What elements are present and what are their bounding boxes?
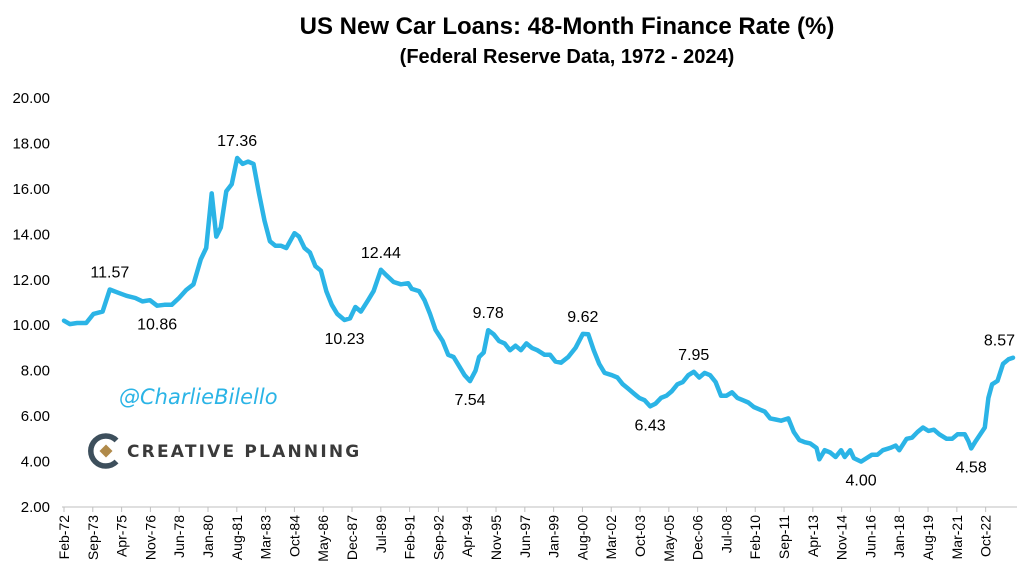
data-labels: 11.57 10.86 17.36 10.23 12.44 7.54 9.78 9.62 6.4… <box>90 133 1015 490</box>
x-tick-label: Feb-91 <box>402 515 418 560</box>
x-tick-label: Jan-80 <box>200 515 216 558</box>
x-tick-label: Nov-95 <box>488 515 504 560</box>
x-tick-label: Sep-73 <box>85 515 101 560</box>
x-tick-label: Feb-10 <box>747 515 763 560</box>
y-axis: 2.00 4.00 6.00 8.00 10.00 12.00 14.00 16.00 18.0… <box>12 90 50 516</box>
x-tick-label: Mar-21 <box>949 515 965 560</box>
data-label: 10.86 <box>137 317 177 334</box>
x-tick-label: Jun-78 <box>171 515 187 558</box>
x-tick-label: Apr-13 <box>805 515 821 557</box>
x-tick-label: Apr-94 <box>459 515 475 557</box>
y-tick-label: 18.00 <box>12 135 50 152</box>
y-tick-label: 20.00 <box>12 90 50 107</box>
x-tick-label: Jan-18 <box>891 515 907 558</box>
chart-title: US New Car Loans: 48-Month Finance Rate … <box>300 13 835 40</box>
x-tick-label: Dec-06 <box>690 515 706 560</box>
x-tick-label: Aug-81 <box>229 515 245 560</box>
x-tick-label: Mar-83 <box>258 515 274 560</box>
x-axis: Feb-72 Sep-73 Apr-75 Nov-76 Jun-78 Jan-80 Aug-… <box>56 507 994 562</box>
data-label: 8.57 <box>984 333 1015 350</box>
x-tick-label: Oct-22 <box>978 515 994 557</box>
x-tick-label: Oct-84 <box>286 515 302 557</box>
x-tick-label: May-05 <box>661 515 677 562</box>
x-tick-label: Nov-76 <box>142 515 158 560</box>
data-label: 11.57 <box>90 265 129 282</box>
y-tick-label: 6.00 <box>21 408 50 425</box>
x-tick-label: Oct-03 <box>632 515 648 557</box>
data-label: 7.54 <box>454 392 485 409</box>
x-tick-label: Feb-72 <box>56 515 72 560</box>
y-tick-label: 2.00 <box>21 499 50 516</box>
watermark-brand: CREATIVE PLANNING <box>127 442 361 462</box>
data-label: 17.36 <box>217 133 257 150</box>
chart-subtitle: (Federal Reserve Data, 1972 - 2024) <box>400 46 735 68</box>
data-label: 12.44 <box>361 245 401 262</box>
creative-planning-logo-icon <box>88 433 119 469</box>
x-tick-label: Jul-89 <box>373 515 389 553</box>
series-line <box>61 155 1016 464</box>
data-label: 9.62 <box>567 309 598 326</box>
x-tick-label: Sep-11 <box>776 515 792 559</box>
x-tick-label: Jul-08 <box>718 515 734 553</box>
x-tick-label: Sep-92 <box>430 515 446 560</box>
x-tick-label: Aug-00 <box>574 515 590 560</box>
data-label: 10.23 <box>324 331 364 348</box>
x-tick-label: Dec-87 <box>344 515 360 560</box>
x-tick-label: Jan-99 <box>546 515 562 558</box>
x-tick-label: Mar-02 <box>603 515 619 560</box>
x-tick-label: Aug-19 <box>920 515 936 560</box>
data-label: 9.78 <box>473 305 504 322</box>
y-tick-label: 8.00 <box>21 363 50 380</box>
y-tick-label: 10.00 <box>12 317 50 334</box>
y-tick-label: 16.00 <box>12 181 50 198</box>
x-tick-label: May-86 <box>315 515 331 562</box>
y-tick-label: 4.00 <box>21 454 50 471</box>
watermark-handle: @CharlieBilello <box>119 385 278 409</box>
x-tick-label: Jun-16 <box>862 515 878 558</box>
x-tick-label: Apr-75 <box>114 515 130 557</box>
y-tick-label: 14.00 <box>12 226 50 243</box>
data-label: 4.00 <box>846 473 877 490</box>
x-tick-label: Nov-14 <box>834 515 850 560</box>
data-label: 4.58 <box>956 459 987 476</box>
data-label: 6.43 <box>635 417 666 434</box>
data-label: 7.95 <box>678 347 709 364</box>
x-tick-label: Jun-97 <box>517 515 533 558</box>
y-tick-label: 12.00 <box>12 272 50 289</box>
